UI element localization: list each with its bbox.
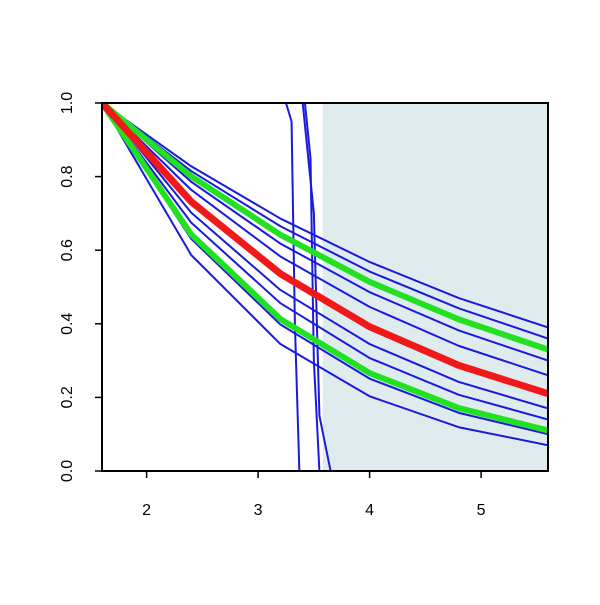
curve — [102, 103, 548, 398]
curve — [102, 103, 548, 421]
curve — [102, 103, 548, 340]
y-tick-label: 0.4 — [59, 313, 76, 335]
x-tick-label: 3 — [254, 502, 263, 519]
frame — [101, 102, 549, 472]
plot-area — [102, 103, 548, 471]
y-tick-label: 0.0 — [59, 460, 76, 482]
curve — [102, 103, 548, 434]
curve — [102, 103, 548, 471]
curve — [102, 103, 548, 471]
curve — [102, 103, 548, 377]
x-tick-label: 2 — [142, 502, 151, 519]
y-tick-label: 0.8 — [59, 165, 76, 187]
shaded-region — [322, 103, 548, 471]
curve — [102, 103, 548, 329]
curve — [102, 103, 548, 362]
curve — [102, 103, 548, 471]
y-tick-label: 0.2 — [59, 386, 76, 408]
y-tick-label: 0.6 — [59, 239, 76, 261]
x-tick-label: 4 — [365, 502, 374, 519]
curve — [102, 103, 548, 447]
curve — [102, 103, 548, 410]
curve — [102, 103, 548, 353]
y-tick-label: 1.0 — [59, 92, 76, 114]
x-tick-label: 5 — [477, 502, 486, 519]
